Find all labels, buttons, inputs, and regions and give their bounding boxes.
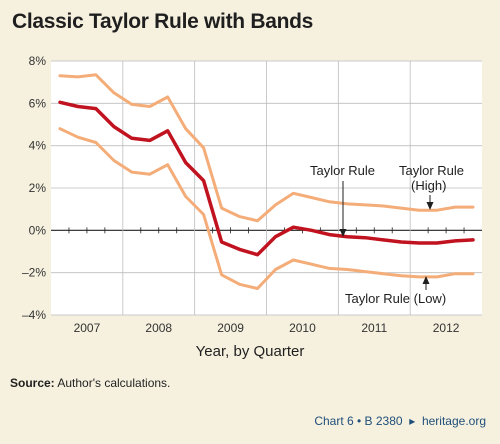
annotation-high-line1: Taylor Rule <box>399 163 464 178</box>
annotation-group: Taylor Rule Taylor Rule (High) Taylor Ru… <box>310 163 464 306</box>
series-line-taylor-rule-high <box>58 73 475 223</box>
x-tick-labels: 2007 2008 2009 2010 2011 2012 <box>74 321 460 335</box>
annotation-high-line2: (High) <box>411 178 446 193</box>
y-tick-label: 6% <box>29 96 47 110</box>
y-tick-label: –4% <box>22 308 46 322</box>
annotation-taylor-rule-arrowhead <box>339 229 347 237</box>
series-layer <box>58 73 475 290</box>
annotation-taylor-rule: Taylor Rule <box>310 163 375 178</box>
annotation-low: Taylor Rule (Low) <box>345 291 446 306</box>
x-tick-label: 2010 <box>289 321 316 335</box>
y-tick-label: 0% <box>29 223 47 237</box>
y-tick-label: –2% <box>22 266 46 280</box>
footer: Chart 6 • B 2380 ▸ heritage.org <box>314 414 486 428</box>
footer-divider: ▸ <box>405 414 422 428</box>
x-tick-label: 2008 <box>145 321 172 335</box>
y-tick-label: 8% <box>29 54 47 68</box>
source-text: Author's calculations. <box>57 376 171 390</box>
x-tick-label: 2007 <box>74 321 101 335</box>
source-note: Source: Author's calculations. <box>10 376 170 390</box>
source-label: Source: <box>10 376 55 390</box>
annotation-low-arrowhead <box>422 276 430 284</box>
y-tick-labels: –4% –2% 0% 2% 4% 6% 8% <box>22 54 46 322</box>
x-axis-label: Year, by Quarter <box>195 343 305 360</box>
x-tick-label: 2009 <box>217 321 244 335</box>
footer-chart-id: Chart 6 • B 2380 <box>314 414 403 428</box>
x-tick-label: 2012 <box>433 321 460 335</box>
y-tick-label: 2% <box>29 181 47 195</box>
chart-title: Classic Taylor Rule with Bands <box>12 10 314 33</box>
grid-layer <box>51 60 482 316</box>
series-line-taylor-rule-low <box>58 127 475 290</box>
x-tick-label: 2011 <box>361 321 387 335</box>
y-tick-label: 4% <box>29 139 47 153</box>
footer-site[interactable]: heritage.org <box>421 414 486 428</box>
series-line-taylor-rule <box>58 100 475 257</box>
annotation-high-arrowhead <box>426 202 434 210</box>
